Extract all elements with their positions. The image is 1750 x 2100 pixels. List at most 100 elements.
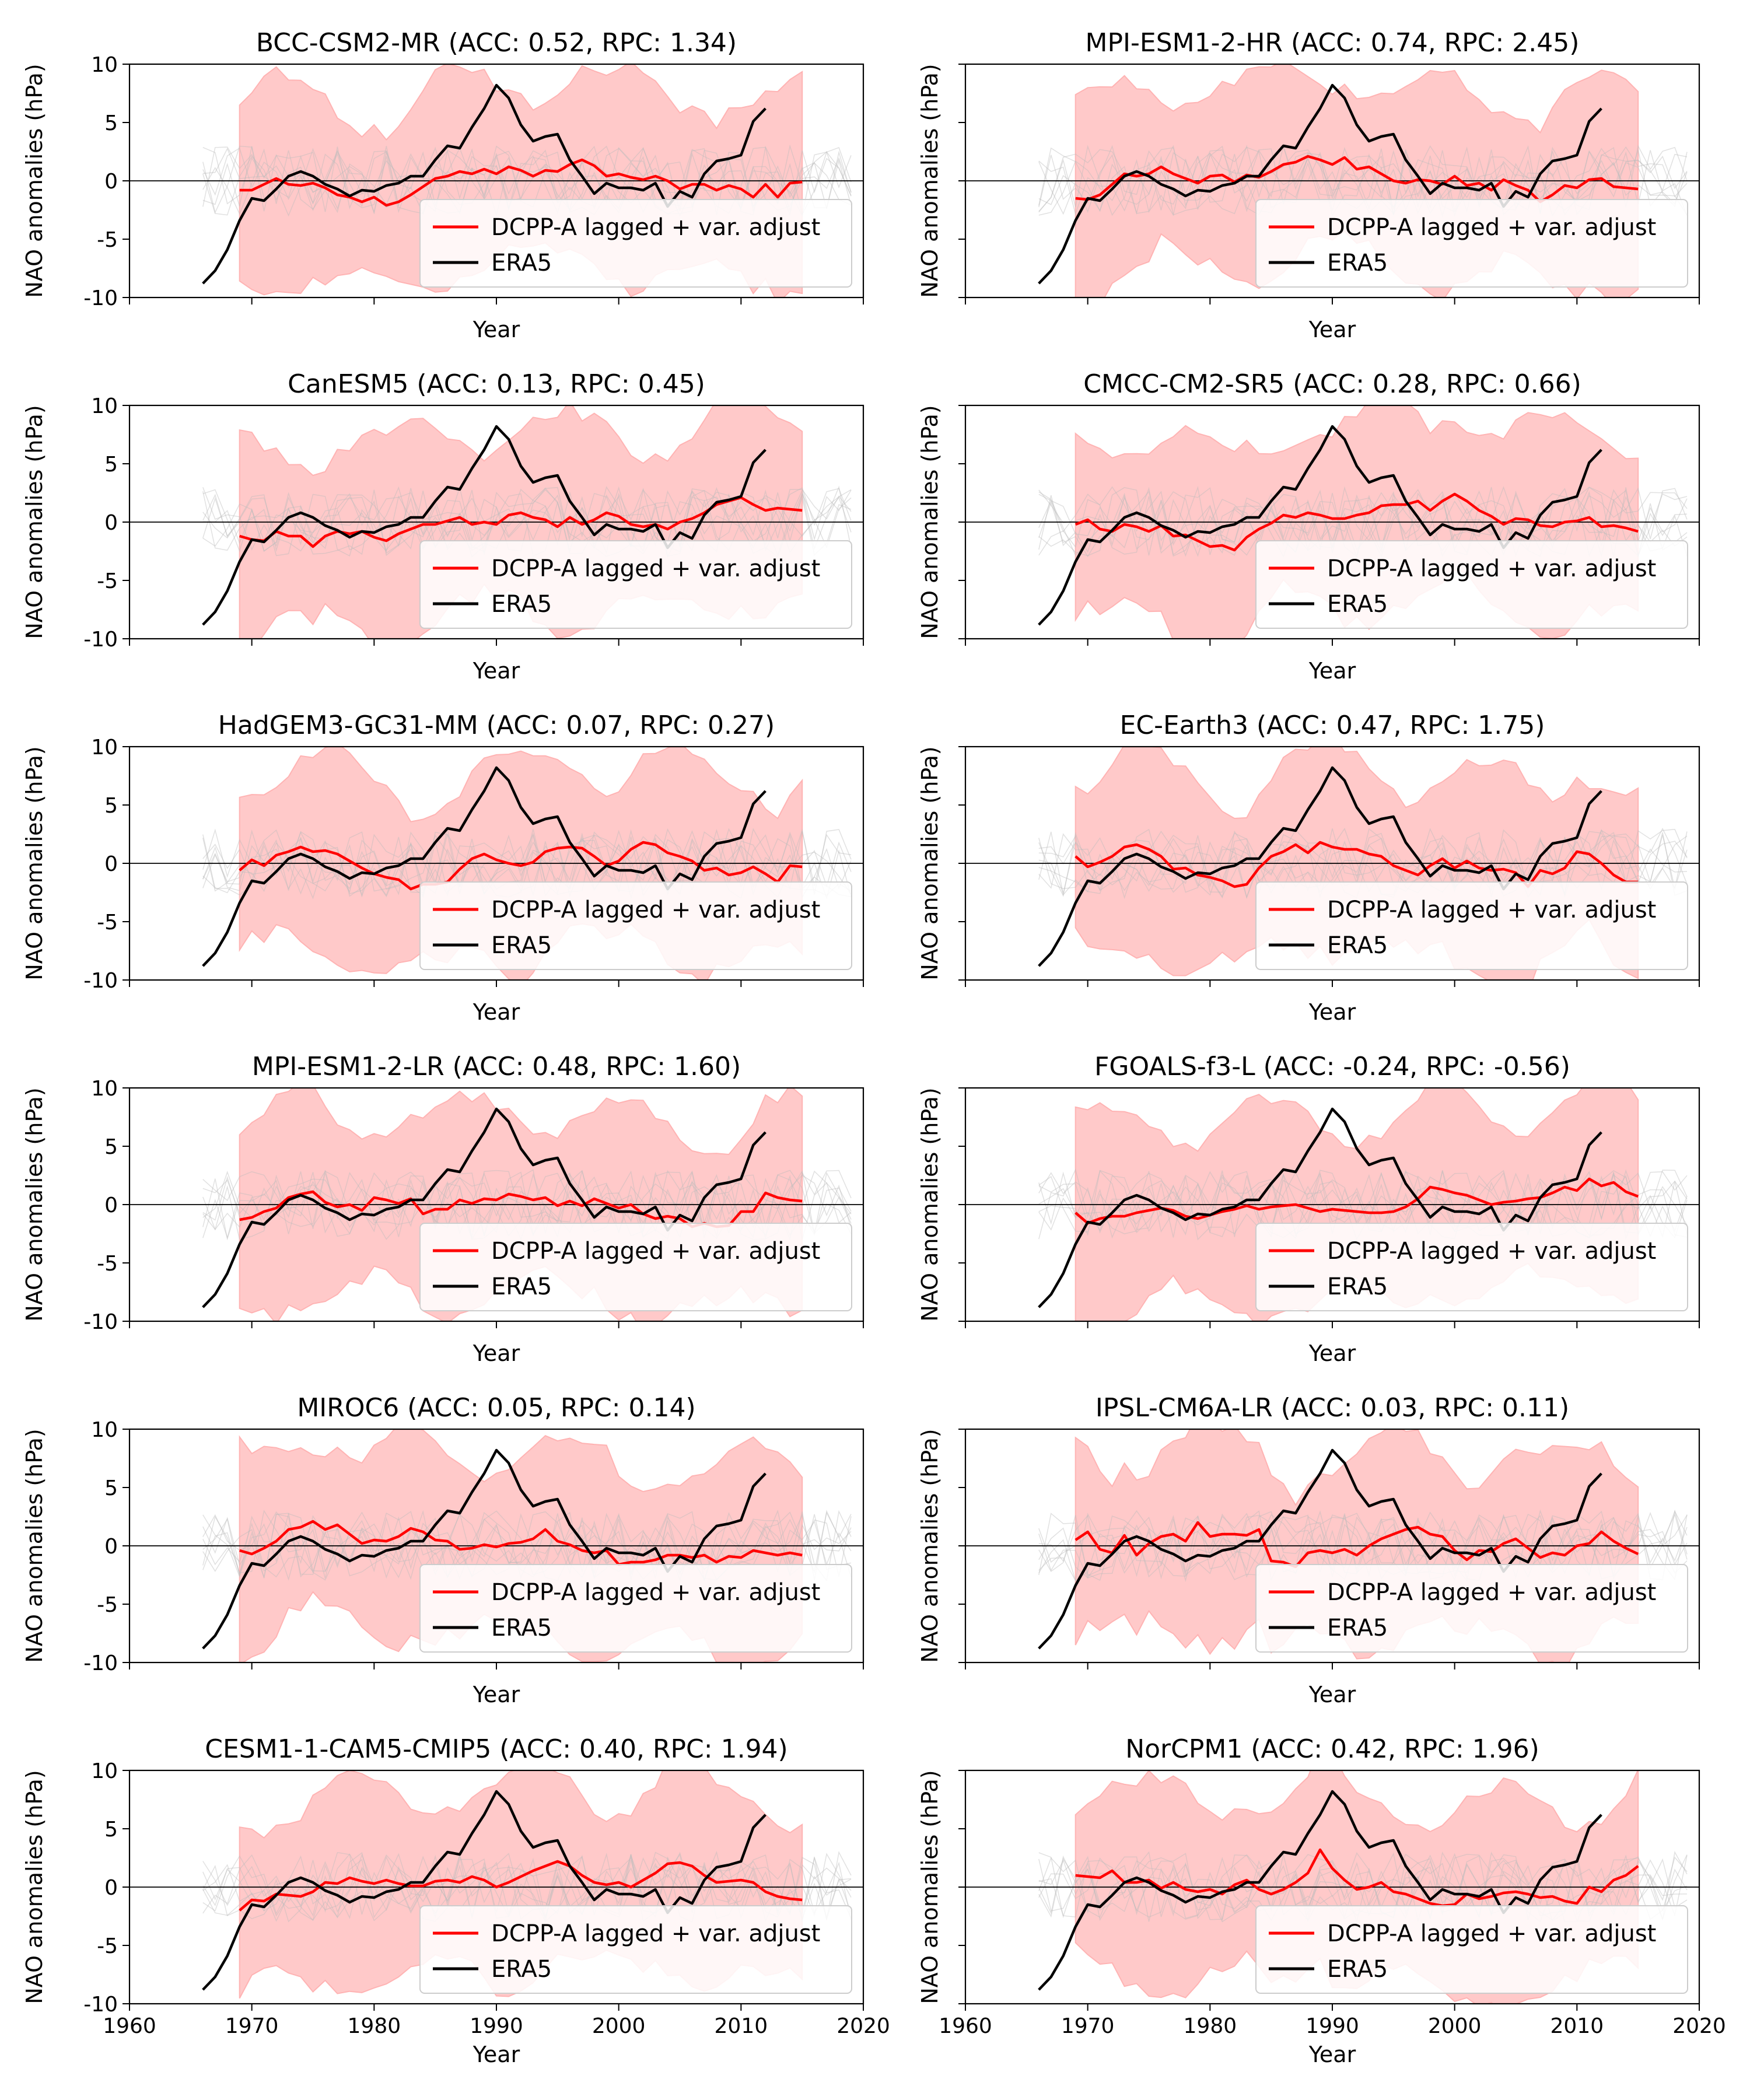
ensemble-member-line (202, 828, 852, 900)
y-axis-label: NAO anomalies (hPa) (917, 405, 943, 639)
ensemble-member-line (1038, 1852, 1688, 1922)
panel-title: CMCC-CM2-SR5 (ACC: 0.28, RPC: 0.66) (1083, 369, 1581, 399)
dcpp-forecast-line (1074, 841, 1639, 888)
y-tick-label: 10 (91, 1418, 118, 1442)
panel-1: MPI-ESM1-2-HR (ACC: 0.74, RPC: 2.45) Year… (917, 28, 1700, 342)
panel-5: EC-Earth3 (ACC: 0.47, RPC: 1.75) Year NAO … (917, 710, 1700, 1025)
x-tick-label: 2010 (715, 2014, 768, 2038)
x-axis-label: Year (473, 1340, 520, 1366)
y-tick-label: -10 (83, 1310, 118, 1334)
legend-label-era5: ERA5 (491, 591, 552, 618)
legend-label-forecast: DCPP-A lagged + var. adjust (491, 214, 820, 241)
legend-label-era5: ERA5 (491, 932, 552, 959)
ensemble-member-line (202, 1510, 852, 1582)
ensemble-member-line (202, 1511, 852, 1582)
legend: DCPP-A lagged + var. adjust ERA5 (419, 540, 852, 629)
legend-label-forecast: DCPP-A lagged + var. adjust (1327, 1579, 1656, 1606)
ensemble-member-line (1038, 491, 1688, 558)
x-axis-label: Year (1308, 2042, 1356, 2067)
y-tick-label: -5 (97, 228, 118, 252)
legend-box (1255, 1905, 1688, 1994)
ensemble-member-line (1038, 828, 1688, 896)
legend-label-forecast: DCPP-A lagged + var. adjust (491, 1579, 820, 1606)
panel-4: -10 -5 0 5 10 HadGEM3-GC31-MM (ACC: 0.07, RPC… (22, 710, 864, 1025)
y-tick-label: 5 (104, 453, 118, 477)
y-axis-label: NAO anomalies (hPa) (22, 1770, 47, 2004)
ensemble-member-line (1038, 1854, 1688, 1923)
legend-label-era5: ERA5 (491, 1615, 552, 1642)
legend-box (419, 540, 852, 629)
y-tick-label: -5 (97, 1934, 118, 1958)
legend-label-era5: ERA5 (491, 1273, 552, 1300)
x-axis-label: Year (1308, 1682, 1356, 1707)
ensemble-member-line (202, 147, 852, 216)
ensemble-member-line (202, 1851, 852, 1923)
panel-title: CanESM5 (ACC: 0.13, RPC: 0.45) (288, 369, 705, 399)
y-axis-label: NAO anomalies (hPa) (917, 1770, 943, 2004)
legend: DCPP-A lagged + var. adjust ERA5 (1255, 1564, 1688, 1653)
legend: DCPP-A lagged + var. adjust ERA5 (1255, 1223, 1688, 1311)
x-axis-label: Year (1308, 1340, 1356, 1366)
ensemble-member-line (1038, 145, 1688, 216)
x-tick-label: 2000 (592, 2014, 646, 2038)
legend-box (1255, 540, 1688, 629)
y-axis-label: NAO anomalies (hPa) (917, 1087, 943, 1321)
x-axis-label: Year (473, 317, 520, 342)
ensemble-member-line (202, 1850, 852, 1922)
y-tick-label: -5 (97, 1593, 118, 1617)
y-axis-label: NAO anomalies (hPa) (22, 64, 47, 298)
ensemble-member-line (202, 1513, 852, 1581)
ensemble-member-line (202, 1509, 852, 1581)
ensemble-member-line (202, 1170, 852, 1241)
legend-label-forecast: DCPP-A lagged + var. adjust (491, 1238, 820, 1265)
ensemble-member-line (1038, 487, 1688, 558)
panel-title: MPI-ESM1-2-HR (ACC: 0.74, RPC: 2.45) (1086, 28, 1580, 58)
x-tick-label: 2010 (1550, 2014, 1604, 2038)
panel-11: 1960 1970 1980 1990 2000 2010 2020 NorCPM1 (ACC… (917, 1734, 1726, 2067)
ensemble-members (1038, 144, 1688, 218)
x-tick-label: 1980 (348, 2014, 401, 2038)
y-tick-label: 0 (104, 511, 118, 535)
dcpp-forecast-line (239, 1520, 803, 1566)
x-tick-label: 1990 (470, 2014, 523, 2038)
ensemble-member-line (202, 486, 852, 558)
dcpp-forecast-line (1075, 1848, 1639, 1908)
y-tick-label: -10 (83, 286, 118, 310)
legend-box (1255, 881, 1688, 970)
legend: DCPP-A lagged + var. adjust ERA5 (419, 1564, 852, 1653)
legend: DCPP-A lagged + var. adjust ERA5 (1255, 540, 1688, 629)
legend-box (419, 199, 852, 288)
ensemble-member-line (1038, 831, 1688, 899)
dcpp-forecast-line (239, 158, 803, 207)
panel-2: -10 -5 0 5 10 CanESM5 (ACC: 0.13, RPC: 0.45) Y… (22, 369, 864, 684)
legend: DCPP-A lagged + var. adjust ERA5 (419, 1223, 852, 1311)
y-axis-label: NAO anomalies (hPa) (22, 1087, 47, 1321)
ensemble-member-line (202, 1852, 852, 1923)
y-tick-label: 10 (91, 53, 118, 77)
legend-label-forecast: DCPP-A lagged + var. adjust (1327, 555, 1656, 582)
legend-label-era5: ERA5 (1327, 1956, 1388, 1983)
panel-title: NorCPM1 (ACC: 0.42, RPC: 1.96) (1125, 1734, 1539, 1764)
x-axis-label: Year (1308, 317, 1356, 342)
ensemble-member-line (1038, 1513, 1688, 1581)
legend-box (419, 1905, 852, 1994)
ensemble-member-line (1038, 1510, 1688, 1583)
x-axis-label: Year (473, 658, 520, 684)
ensemble-members (1038, 485, 1688, 559)
ensemble-member-line (1038, 146, 1688, 216)
y-tick-label: 0 (104, 1194, 118, 1217)
legend-label-era5: ERA5 (1327, 1273, 1388, 1300)
panel-0: -10 -5 0 5 10 BCC-CSM2-MR (ACC: 0.52, RPC: 1.… (22, 28, 864, 342)
ensemble-member-line (202, 146, 852, 214)
legend-box (1255, 1564, 1688, 1653)
ensemble-member-line (202, 488, 852, 556)
y-tick-label: -5 (97, 569, 118, 593)
ensemble-member-line (1038, 487, 1688, 559)
panel-title: MIROC6 (ACC: 0.05, RPC: 0.14) (297, 1393, 695, 1423)
y-tick-label: 0 (104, 852, 118, 876)
y-tick-label: 5 (104, 1135, 118, 1159)
ensemble-member-line (1038, 486, 1688, 558)
legend-label-era5: ERA5 (491, 1956, 552, 1983)
ensemble-member-line (202, 828, 852, 897)
